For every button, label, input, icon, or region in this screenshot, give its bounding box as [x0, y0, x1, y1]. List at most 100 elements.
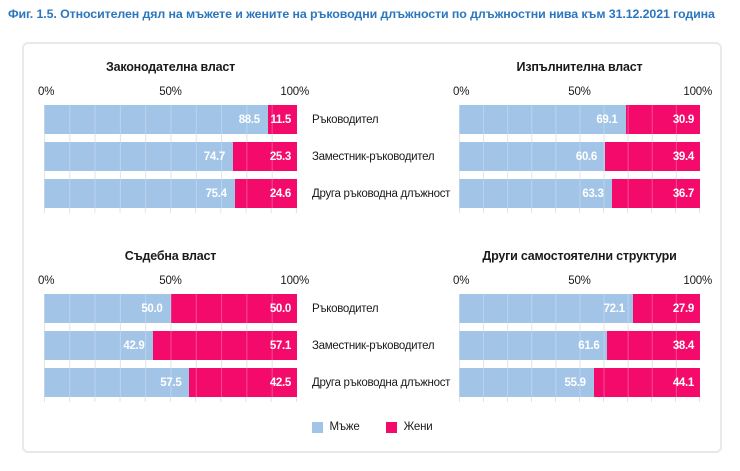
- axis-tick-marks: [44, 397, 297, 402]
- panel-legislative: Законодателна власт 0% 50% 100% 88.5 11.…: [38, 57, 309, 216]
- bar-value-men: 61.6: [578, 339, 600, 352]
- bar-segment-women: 39.4: [605, 142, 700, 171]
- bar-value-women: 50.0: [269, 302, 291, 315]
- bar-row: 75.4 24.6: [44, 179, 297, 208]
- bar-value-women: 38.4: [672, 339, 694, 352]
- bar-segment-women: 30.9: [625, 105, 700, 134]
- bar-value-men: 69.1: [596, 113, 618, 126]
- bar-segment-men: 72.1: [459, 294, 633, 323]
- axis-tick-50: 50%: [159, 86, 182, 98]
- axis-tick-100: 100%: [280, 86, 310, 98]
- x-axis: 0% 50% 100%: [38, 266, 309, 294]
- bar-value-women: 30.9: [672, 113, 694, 126]
- bar-value-women: 39.4: [672, 150, 694, 163]
- bar-segment-women: 57.1: [152, 331, 297, 360]
- panel-row-bottom: Съдебна власт 0% 50% 100% 50.0 50.0 4: [24, 246, 720, 405]
- bar-row: 55.9 44.1: [459, 368, 700, 397]
- bar-value-men: 55.9: [564, 376, 586, 389]
- panel-executive: Изпълнителна власт 0% 50% 100% 69.1 30.9: [453, 57, 712, 216]
- bar-segment-men: 57.5: [44, 368, 190, 397]
- bar-segment-women: 36.7: [611, 179, 700, 208]
- bar-value-men: 50.0: [141, 302, 163, 315]
- axis-tick-0: 0%: [38, 275, 55, 287]
- category-label: Ръководител: [312, 302, 379, 315]
- bar-row: 88.5 11.5: [44, 105, 297, 134]
- legend-label-women: Жени: [403, 421, 433, 433]
- category-label: Друга ръководна длъжност: [312, 187, 451, 200]
- category-label: Заместник-ръководител: [312, 339, 435, 352]
- bar-value-women: 44.1: [672, 376, 694, 389]
- bar-row: 74.7 25.3: [44, 142, 297, 171]
- axis-tick-marks: [459, 397, 700, 402]
- x-axis: 0% 50% 100%: [453, 77, 712, 105]
- bar-segment-men: 50.0: [44, 294, 171, 323]
- bar-group: 72.1 27.9 61.6 38.4 55.9: [459, 294, 700, 397]
- bar-group: 50.0 50.0 42.9 57.1 57.5: [44, 294, 297, 397]
- bar-row: 72.1 27.9: [459, 294, 700, 323]
- figure-title: Фиг. 1.5. Относителен дял на мъжете и же…: [8, 7, 715, 21]
- category-labels: Ръководител Заместник-ръководител Друга …: [297, 57, 459, 216]
- bar-segment-women: 24.6: [234, 179, 297, 208]
- axis-tick-marks: [44, 208, 297, 213]
- bar-group: 88.5 11.5 74.7 25.3 75.4: [44, 105, 297, 208]
- bar-value-men: 72.1: [603, 302, 625, 315]
- bar-group: 69.1 30.9 60.6 39.4 63.3: [459, 105, 700, 208]
- bar-segment-women: 25.3: [232, 142, 297, 171]
- panel-other-structures: Други самостоятелни структури 0% 50% 100…: [453, 246, 712, 405]
- bar-value-women: 57.1: [269, 339, 291, 352]
- legend-swatch-women: [385, 421, 397, 433]
- bar-segment-women: 38.4: [607, 331, 700, 360]
- legend-label-men: Мъже: [329, 421, 360, 433]
- bar-row: 50.0 50.0: [44, 294, 297, 323]
- panel-title: Съдебна власт: [124, 249, 217, 263]
- bar-value-women: 25.3: [269, 150, 291, 163]
- bar-value-men: 75.4: [205, 187, 227, 200]
- bar-value-women: 36.7: [672, 187, 694, 200]
- category-label: Заместник-ръководител: [312, 150, 435, 163]
- bar-row: 42.9 57.1: [44, 331, 297, 360]
- panel-row-top: Законодателна власт 0% 50% 100% 88.5 11.…: [24, 57, 720, 216]
- x-axis: 0% 50% 100%: [453, 266, 712, 294]
- panel-title: Изпълнителна власт: [516, 60, 643, 74]
- bar-segment-men: 74.7: [44, 142, 233, 171]
- bar-segment-women: 50.0: [170, 294, 297, 323]
- bar-value-women: 11.5: [270, 113, 291, 126]
- bar-row: 57.5 42.5: [44, 368, 297, 397]
- axis-tick-0: 0%: [453, 86, 470, 98]
- bar-segment-men: 55.9: [459, 368, 594, 397]
- bar-value-women: 27.9: [672, 302, 694, 315]
- bar-segment-men: 75.4: [44, 179, 235, 208]
- bar-segment-women: 27.9: [632, 294, 700, 323]
- bar-row: 69.1 30.9: [459, 105, 700, 134]
- bar-row: 61.6 38.4: [459, 331, 700, 360]
- category-label: Ръководител: [312, 113, 379, 126]
- bar-segment-women: 42.5: [189, 368, 297, 397]
- panel-title: Други самостоятелни структури: [482, 249, 677, 263]
- bar-row: 63.3 36.7: [459, 179, 700, 208]
- axis-tick-100: 100%: [683, 275, 713, 287]
- bar-value-men: 63.3: [582, 187, 604, 200]
- bar-row: 60.6 39.4: [459, 142, 700, 171]
- bar-value-men: 60.6: [575, 150, 598, 163]
- bar-segment-women: 44.1: [593, 368, 700, 397]
- panel-title: Законодателна власт: [105, 60, 236, 74]
- category-labels: Ръководител Заместник-ръководител Друга …: [297, 246, 459, 405]
- bar-segment-men: 61.6: [459, 331, 608, 360]
- axis-tick-50: 50%: [568, 86, 591, 98]
- bar-segment-men: 69.1: [459, 105, 626, 134]
- bar-segment-men: 88.5: [44, 105, 268, 134]
- axis-tick-100: 100%: [280, 275, 310, 287]
- bar-segment-women: 11.5: [267, 105, 297, 134]
- legend-item-men: Мъже: [311, 421, 360, 433]
- axis-tick-marks: [459, 208, 700, 213]
- bar-segment-men: 42.9: [44, 331, 153, 360]
- bar-value-women: 24.6: [269, 187, 291, 200]
- legend-swatch-men: [311, 421, 323, 433]
- axis-tick-50: 50%: [159, 275, 182, 287]
- legend-item-women: Жени: [385, 421, 433, 433]
- axis-tick-0: 0%: [453, 275, 470, 287]
- axis-tick-0: 0%: [38, 86, 55, 98]
- axis-tick-100: 100%: [683, 86, 713, 98]
- bar-segment-men: 60.6: [459, 142, 606, 171]
- axis-tick-50: 50%: [568, 275, 591, 287]
